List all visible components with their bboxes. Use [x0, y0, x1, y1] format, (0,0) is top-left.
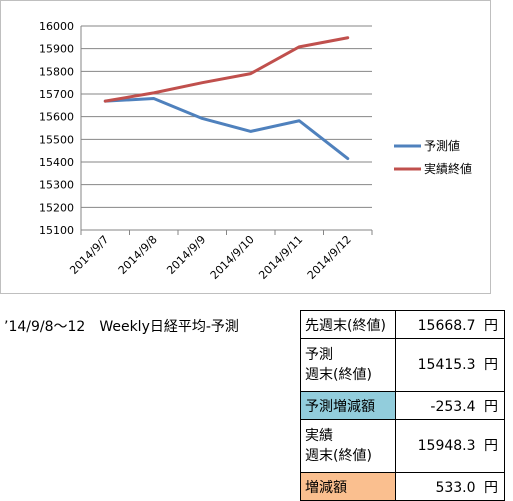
- x-tick-label: 2014/9/11: [256, 233, 305, 282]
- row-value: 533.0: [435, 479, 476, 496]
- row-label-line: 予測: [305, 347, 333, 363]
- row-label-line: 先週末(終値): [305, 317, 386, 334]
- table-row: 予測週末(終値) 15415.3 円: [300, 338, 505, 392]
- row-label-line: 週末(終値): [305, 367, 372, 383]
- y-tick-label: 15100: [39, 224, 74, 237]
- series-line: [103, 97, 350, 161]
- table-row: 先週末(終値) 15668.7 円: [300, 310, 505, 339]
- table-row: 実績週末(終値) 15948.3 円: [300, 419, 505, 473]
- legend-label: 予測値: [424, 138, 460, 153]
- row-value: 15415.3: [417, 357, 476, 373]
- chart-panel: 15100 15200 15300 15400 15500 15600 15700 15800…: [0, 0, 491, 294]
- y-tick-label: 15300: [39, 179, 74, 192]
- y-tick-label: 15900: [39, 43, 74, 56]
- row-label-line: 増減額: [305, 479, 347, 496]
- x-tick-label: 2014/9/10: [208, 233, 257, 282]
- row-label: 先週末(終値): [300, 310, 396, 339]
- summary-table: 先週末(終値) 15668.7 円 予測週末(終値) 15415.3 円 予測増…: [300, 310, 505, 501]
- row-label-line: 実績: [305, 428, 333, 444]
- row-value-cell: 15668.7 円: [395, 310, 505, 339]
- x-tick-label: 2014/9/7: [67, 233, 111, 277]
- row-label: 増減額: [300, 472, 396, 501]
- row-label: 予測増減額: [300, 391, 396, 420]
- row-value: 15668.7: [417, 317, 476, 334]
- legend-label: 実績終値: [424, 161, 472, 176]
- y-tick-label: 16000: [39, 20, 74, 33]
- row-value-cell: 15948.3 円: [395, 419, 505, 473]
- y-tick-label: 15700: [39, 88, 74, 101]
- table-row: 予測増減額 -253.4 円: [300, 391, 505, 420]
- chart-caption: ’14/9/8～12 Weekly日経平均-予測: [4, 319, 239, 335]
- unit-label: 円: [484, 398, 498, 415]
- row-value: 15948.3: [417, 438, 476, 454]
- line-chart: 15100 15200 15300 15400 15500 15600 15700 15800…: [39, 20, 472, 282]
- row-value-cell: 533.0 円: [395, 472, 505, 501]
- unit-label: 円: [484, 357, 498, 373]
- row-value: -253.4: [430, 398, 476, 415]
- unit-label: 円: [484, 438, 498, 454]
- row-label-line: 週末(終値): [305, 448, 372, 464]
- row-label: 予測週末(終値): [300, 338, 396, 392]
- row-label-line: 予測増減額: [305, 398, 375, 415]
- row-value-cell: -253.4 円: [395, 391, 505, 420]
- y-tick-label: 15600: [39, 111, 74, 124]
- unit-label: 円: [484, 317, 498, 334]
- x-tick-label: 2014/9/9: [164, 233, 208, 277]
- row-value-cell: 15415.3 円: [395, 338, 505, 392]
- y-tick-label: 15800: [39, 65, 74, 78]
- row-label: 実績週末(終値): [300, 419, 396, 473]
- y-tick-label: 15500: [39, 133, 74, 146]
- series-line: [103, 36, 350, 103]
- x-tick-label: 2014/9/12: [305, 233, 354, 282]
- unit-label: 円: [484, 479, 498, 496]
- y-tick-label: 15200: [39, 201, 74, 214]
- y-tick-label: 15400: [39, 156, 74, 169]
- x-tick-label: 2014/9/8: [116, 233, 160, 277]
- table-row: 増減額 533.0 円: [300, 472, 505, 501]
